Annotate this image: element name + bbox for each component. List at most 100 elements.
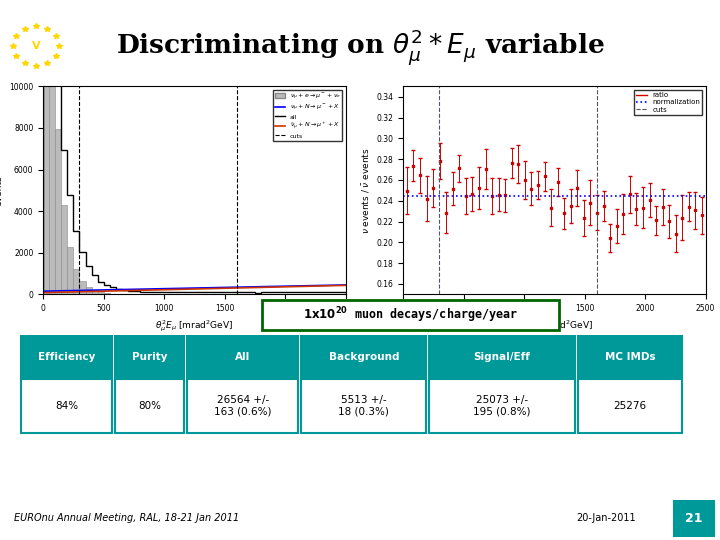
$\bar{\nu}_\mu + N \rightarrow \mu^+ + X$: [58, 289, 66, 295]
Y-axis label: events: events: [0, 175, 4, 206]
$\bar{\nu}_\mu + N \rightarrow \mu^+ + X$: [218, 285, 227, 292]
Text: $\mathbf{1x10^{20}}$ muon decays/charge/year: $\mathbf{1x10^{20}}$ muon decays/charge/…: [302, 306, 518, 325]
$\nu_\mu + N \rightarrow \mu^- + X$: [193, 285, 202, 291]
Line: $\nu_\mu + N \rightarrow \mu^- + X$: $\nu_\mu + N \rightarrow \mu^- + X$: [43, 285, 346, 291]
$\nu_\mu + N \rightarrow \mu^- + X$: [218, 284, 227, 291]
$\nu_\mu + N \rightarrow \mu^- + X$: [144, 286, 153, 292]
$\bar{\nu}_\mu + N \rightarrow \mu^+ + X$: [70, 289, 78, 295]
$\nu_\mu + N \rightarrow \mu^- + X$: [168, 285, 177, 292]
$\nu_\mu + N \rightarrow \mu^- + X$: [224, 284, 233, 291]
Bar: [79, 281, 86, 294]
$\bar{\nu}_\mu + N \rightarrow \mu^+ + X$: [292, 284, 300, 290]
$\bar{\nu}_\mu + N \rightarrow \mu^+ + X$: [205, 285, 214, 292]
$\bar{\nu}_\mu + N \rightarrow \mu^+ + X$: [243, 285, 251, 291]
Bar: [114, 379, 184, 433]
$\bar{\nu}_\mu + N \rightarrow \mu^+ + X$: [51, 289, 60, 295]
$\nu_\mu + N \rightarrow \mu^- + X$: [101, 287, 109, 293]
$\nu_\mu + N \rightarrow \mu^- + X$: [45, 288, 54, 294]
$\nu_\mu + N \rightarrow \mu^- + X$: [286, 283, 294, 289]
$\bar{\nu}_\mu + N \rightarrow \mu^+ + X$: [125, 287, 134, 294]
$\bar{\nu}_\mu + N \rightarrow \mu^+ + X$: [341, 282, 350, 288]
$\nu_\mu + N \rightarrow \mu^- + X$: [292, 283, 300, 289]
$\bar{\nu}_\mu + N \rightarrow \mu^+ + X$: [274, 284, 282, 290]
$\nu_\mu + N \rightarrow \mu^- + X$: [274, 283, 282, 289]
Text: 25276: 25276: [613, 401, 647, 411]
$\nu_\mu + N \rightarrow \mu^- + X$: [323, 282, 331, 288]
Text: MC IMDs: MC IMDs: [605, 352, 655, 362]
$\nu_\mu + N \rightarrow \mu^- + X$: [329, 282, 338, 288]
Bar: [55, 129, 61, 294]
$\bar{\nu}_\mu + N \rightarrow \mu^+ + X$: [113, 288, 122, 294]
Y-axis label: $\nu$ events / $\bar{\nu}$ events: $\nu$ events / $\bar{\nu}$ events: [360, 147, 371, 234]
Bar: [429, 335, 575, 379]
$\bar{\nu}_\mu + N \rightarrow \mu^+ + X$: [224, 285, 233, 292]
$\bar{\nu}_\mu + N \rightarrow \mu^+ + X$: [267, 284, 276, 291]
$\bar{\nu}_\mu + N \rightarrow \mu^+ + X$: [119, 287, 127, 294]
$\nu_\mu + N \rightarrow \mu^- + X$: [267, 284, 276, 290]
$\bar{\nu}_\mu + N \rightarrow \mu^+ + X$: [329, 282, 338, 289]
$\bar{\nu}_\mu + N \rightarrow \mu^+ + X$: [248, 285, 257, 291]
Text: 84%: 84%: [55, 401, 78, 411]
$\bar{\nu}_\mu + N \rightarrow \mu^+ + X$: [230, 285, 239, 291]
$\nu_\mu + N \rightarrow \mu^- + X$: [279, 283, 288, 289]
Text: 25073 +/-
195 (0.8%): 25073 +/- 195 (0.8%): [473, 395, 531, 416]
$\nu_\mu + N \rightarrow \mu^- + X$: [162, 286, 171, 292]
Text: EUROnu Annual Meeting, RAL, 18-21 Jan 2011: EUROnu Annual Meeting, RAL, 18-21 Jan 20…: [14, 514, 240, 523]
$\nu_\mu + N \rightarrow \mu^- + X$: [156, 286, 165, 292]
$\bar{\nu}_\mu + N \rightarrow \mu^+ + X$: [305, 283, 313, 289]
Text: Purity: Purity: [132, 352, 167, 362]
$\bar{\nu}_\mu + N \rightarrow \mu^+ + X$: [199, 286, 208, 292]
$\nu_\mu + N \rightarrow \mu^- + X$: [261, 284, 270, 290]
$\bar{\nu}_\mu + N \rightarrow \mu^+ + X$: [89, 288, 97, 295]
$\bar{\nu}_\mu + N \rightarrow \mu^+ + X$: [94, 288, 103, 294]
X-axis label: $\theta_\mu^2 E_\mu$ [mrad$^2$GeV]: $\theta_\mu^2 E_\mu$ [mrad$^2$GeV]: [516, 319, 593, 334]
$\bar{\nu}_\mu + N \rightarrow \mu^+ + X$: [212, 285, 220, 292]
$\nu_\mu + N \rightarrow \mu^- + X$: [150, 286, 158, 292]
Text: V: V: [32, 41, 40, 51]
$\bar{\nu}_\mu + N \rightarrow \mu^+ + X$: [310, 283, 319, 289]
$\bar{\nu}_\mu + N \rightarrow \mu^+ + X$: [138, 287, 146, 294]
$\bar{\nu}_\mu + N \rightarrow \mu^+ + X$: [82, 288, 91, 295]
$\bar{\nu}_\mu + N \rightarrow \mu^+ + X$: [279, 284, 288, 290]
$\bar{\nu}_\mu + N \rightarrow \mu^+ + X$: [181, 286, 189, 293]
$\nu_\mu + N \rightarrow \mu^- + X$: [317, 282, 325, 289]
$\nu_\mu + N \rightarrow \mu^- + X$: [205, 285, 214, 291]
$\nu_\mu + N \rightarrow \mu^- + X$: [243, 284, 251, 290]
$\nu_\mu + N \rightarrow \mu^- + X$: [94, 287, 103, 293]
Legend: ratio, normalization, cuts: ratio, normalization, cuts: [634, 90, 702, 115]
Legend: $\nu_\mu + e \rightarrow \mu^- + \nu_e$, $\nu_\mu + N \rightarrow \mu^- + X$, al: $\nu_\mu + e \rightarrow \mu^- + \nu_e$,…: [274, 90, 343, 140]
Text: 5513 +/-
18 (0.3%): 5513 +/- 18 (0.3%): [338, 395, 390, 416]
Bar: [91, 291, 98, 294]
$\nu_\mu + N \rightarrow \mu^- + X$: [181, 285, 189, 292]
Bar: [73, 269, 79, 294]
Bar: [301, 379, 426, 433]
Text: 80%: 80%: [138, 401, 161, 411]
Text: Efficiency: Efficiency: [38, 352, 95, 362]
$\nu_\mu + N \rightarrow \mu^- + X$: [236, 284, 245, 291]
$\bar{\nu}_\mu + N \rightarrow \mu^+ + X$: [335, 282, 343, 289]
$\nu_\mu + N \rightarrow \mu^- + X$: [51, 288, 60, 294]
$\nu_\mu + N \rightarrow \mu^- + X$: [89, 287, 97, 293]
$\bar{\nu}_\mu + N \rightarrow \mu^+ + X$: [132, 287, 140, 294]
$\bar{\nu}_\mu + N \rightarrow \mu^+ + X$: [187, 286, 196, 292]
$\nu_\mu + N \rightarrow \mu^- + X$: [248, 284, 257, 290]
X-axis label: $\theta_\mu^2 E_\mu$ [mrad$^2$GeV]: $\theta_\mu^2 E_\mu$ [mrad$^2$GeV]: [156, 319, 233, 334]
$\nu_\mu + N \rightarrow \mu^- + X$: [76, 287, 84, 294]
$\bar{\nu}_\mu + N \rightarrow \mu^+ + X$: [162, 286, 171, 293]
$\nu_\mu + N \rightarrow \mu^- + X$: [125, 286, 134, 293]
$\nu_\mu + N \rightarrow \mu^- + X$: [230, 284, 239, 291]
Bar: [187, 379, 299, 433]
$\nu_\mu + N \rightarrow \mu^- + X$: [107, 287, 115, 293]
Bar: [673, 500, 715, 537]
Bar: [429, 379, 575, 433]
Bar: [104, 293, 109, 294]
$\nu_\mu + N \rightarrow \mu^- + X$: [113, 286, 122, 293]
Bar: [86, 287, 91, 294]
Bar: [301, 335, 426, 379]
Bar: [98, 292, 104, 294]
$\bar{\nu}_\mu + N \rightarrow \mu^+ + X$: [286, 284, 294, 290]
Bar: [114, 335, 184, 379]
$\bar{\nu}_\mu + N \rightarrow \mu^+ + X$: [39, 289, 48, 296]
Bar: [22, 335, 112, 379]
$\bar{\nu}_\mu + N \rightarrow \mu^+ + X$: [156, 287, 165, 293]
